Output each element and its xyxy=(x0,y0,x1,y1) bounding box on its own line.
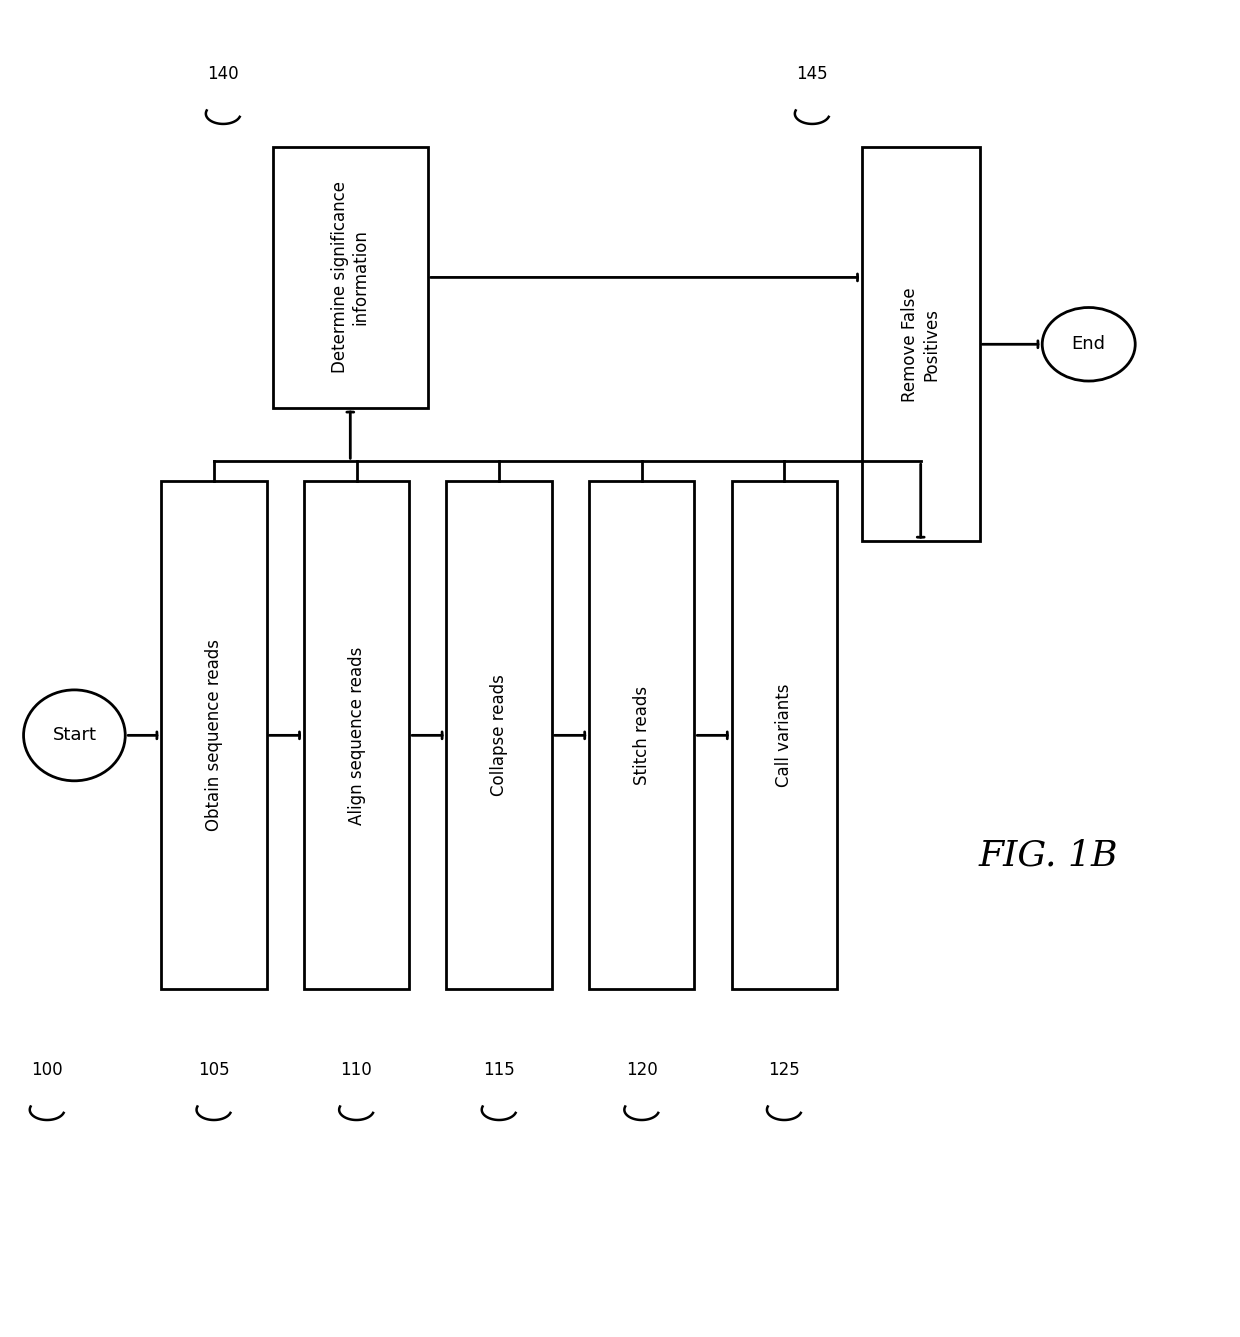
Bar xyxy=(732,481,837,989)
Text: Obtain sequence reads: Obtain sequence reads xyxy=(205,639,223,832)
Text: End: End xyxy=(1071,336,1106,353)
Text: Start: Start xyxy=(52,726,97,745)
Bar xyxy=(862,147,980,541)
Text: Align sequence reads: Align sequence reads xyxy=(347,646,366,825)
Bar xyxy=(589,481,694,989)
Ellipse shape xyxy=(1042,308,1136,381)
Text: 110: 110 xyxy=(341,1060,372,1079)
Ellipse shape xyxy=(24,690,125,781)
Text: 115: 115 xyxy=(484,1060,515,1079)
Bar xyxy=(161,481,267,989)
Text: 125: 125 xyxy=(769,1060,800,1079)
Text: FIG. 1B: FIG. 1B xyxy=(978,838,1117,873)
Text: Determine significance
information: Determine significance information xyxy=(331,182,370,373)
Bar xyxy=(304,481,409,989)
Text: 105: 105 xyxy=(198,1060,229,1079)
Bar xyxy=(446,481,552,989)
Text: Call variants: Call variants xyxy=(775,683,794,787)
Text: 145: 145 xyxy=(796,64,828,83)
Text: Stitch reads: Stitch reads xyxy=(632,686,651,785)
Text: Remove False
Positives: Remove False Positives xyxy=(901,287,940,401)
Text: Collapse reads: Collapse reads xyxy=(490,674,508,797)
Text: 120: 120 xyxy=(626,1060,657,1079)
Text: 140: 140 xyxy=(207,64,239,83)
Bar xyxy=(273,147,428,408)
Text: 100: 100 xyxy=(31,1060,63,1079)
